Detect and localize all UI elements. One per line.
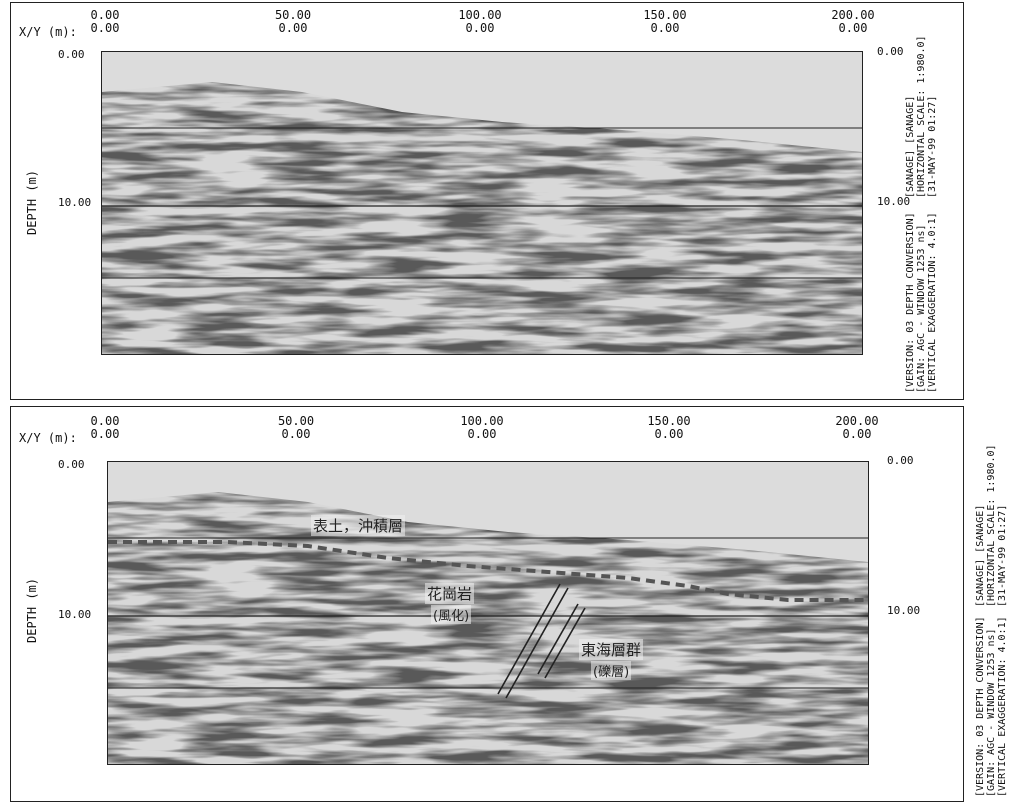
x-tick-200: 200.00 0.00 (835, 414, 879, 441)
fault-line (544, 607, 586, 679)
right-depth-tick-0: 0.00 (877, 45, 904, 58)
fault-line (497, 583, 561, 695)
xy-axis-label: X/Y (m): (19, 431, 77, 445)
survey-info-block-1: [SANAGE] [SANAGE] [HORIZONTAL SCALE: 1:9… (975, 444, 1008, 607)
x-tick-100: 100.00 0.00 (460, 414, 504, 441)
depth-axis-label: DEPTH (m) (25, 169, 39, 235)
annotation-surface-layer: 表土，沖積層 (311, 515, 406, 536)
x-tick-0: 0.00 0.00 (90, 414, 120, 441)
right-depth-tick-0: 0.00 (887, 454, 914, 467)
left-depth-tick-0: 0.00 (58, 458, 85, 471)
fault-line (537, 603, 579, 675)
right-depth-tick-10: 10.00 (887, 604, 921, 617)
x-tick-0: 0.00 0.00 (90, 8, 120, 35)
gpr-profile-panel-top: X/Y (m): 0.00 0.00 50.00 0.00 100.00 0.00 1… (10, 2, 964, 400)
depth-axis-label: DEPTH (m) (25, 577, 39, 643)
survey-info-block-2: [VERSION: 03 DEPTH CONVERSION] [GAIN: AG… (905, 212, 938, 393)
radargram-image (108, 462, 868, 764)
fault-line (505, 587, 569, 699)
annotation-tokai-group: 東海層群 (579, 639, 644, 660)
annotation-granite-sub: (風化) (431, 605, 472, 624)
x-tick-100: 100.00 0.00 (458, 8, 502, 35)
annotation-tokai-sub: (礫層) (591, 661, 632, 680)
x-tick-150: 150.00 0.00 (647, 414, 691, 441)
gpr-radargram-bottom (107, 461, 869, 765)
x-tick-200: 200.00 0.00 (831, 8, 875, 35)
gpr-profile-panel-bottom: X/Y (m): 0.00 0.00 50.00 0.00 100.00 0.00 1… (10, 406, 1008, 802)
xy-axis-label: X/Y (m): (19, 25, 77, 39)
left-depth-tick-10: 10.00 (58, 608, 92, 621)
left-depth-tick-0: 0.00 (58, 48, 85, 61)
survey-info-block-2: [VERSION: 03 DEPTH CONVERSION] [GAIN: AG… (975, 616, 1008, 797)
left-depth-tick-10: 10.00 (58, 196, 92, 209)
radargram-image (102, 52, 862, 354)
layer-boundary-dashed (108, 540, 868, 602)
x-tick-50: 50.00 0.00 (274, 8, 312, 35)
right-depth-tick-10: 10.00 (877, 195, 911, 208)
annotation-granite: 花崗岩 (425, 583, 475, 604)
gpr-radargram-top (101, 51, 863, 355)
x-tick-50: 50.00 0.00 (277, 414, 315, 441)
survey-info-block-1: [SANAGE] [SANAGE] [HORIZONTAL SCALE: 1:9… (905, 35, 938, 198)
x-tick-150: 150.00 0.00 (643, 8, 687, 35)
